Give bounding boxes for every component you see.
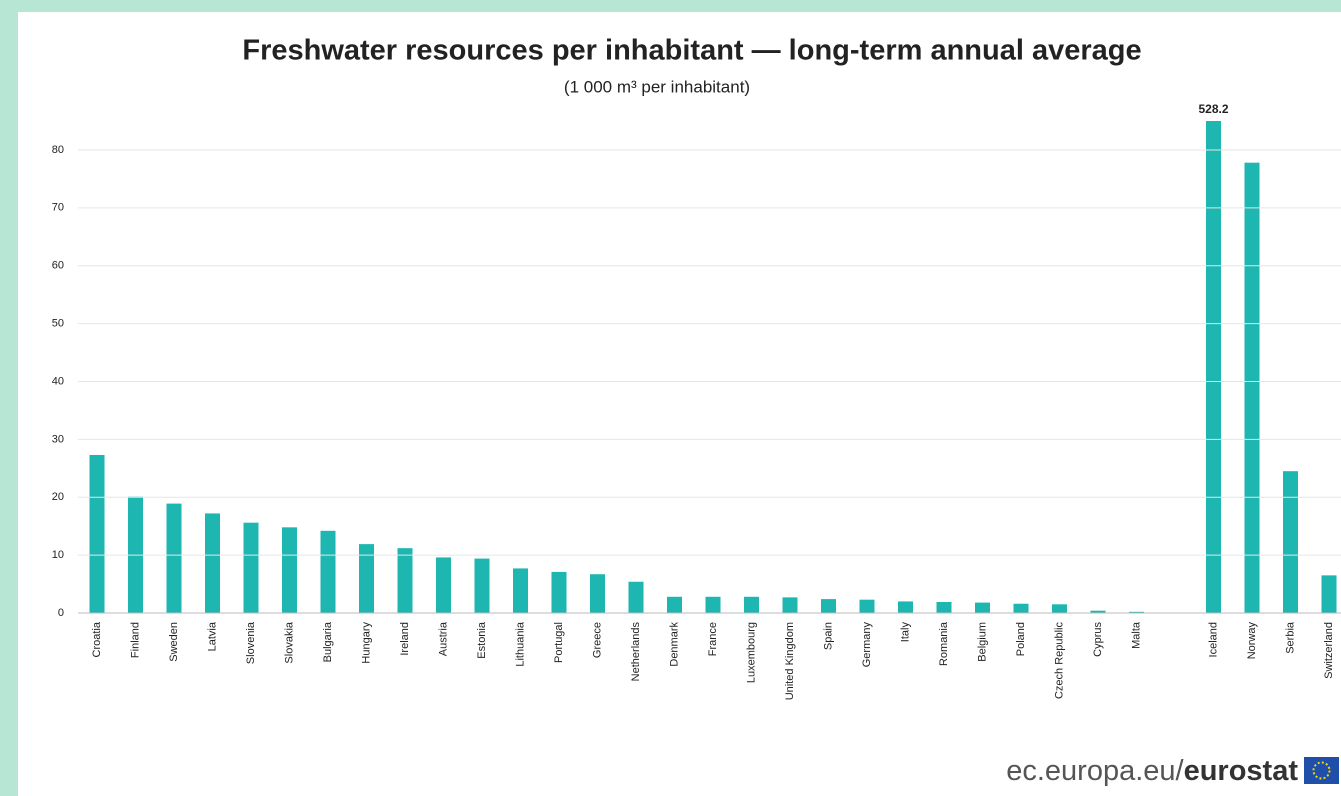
y-tick-label: 30 <box>52 433 64 445</box>
x-tick-label: Greece <box>591 622 603 658</box>
bar <box>859 599 875 613</box>
bar <box>205 513 220 613</box>
y-tick-label: 70 <box>52 202 64 214</box>
bar <box>705 596 721 613</box>
bar <box>551 571 567 613</box>
x-tick-label: Switzerland <box>1323 622 1335 679</box>
y-tick-label: 40 <box>52 375 64 387</box>
x-tick-label: Belgium <box>976 622 988 662</box>
bar <box>744 596 759 613</box>
bar <box>89 454 105 613</box>
x-tick-label: Latvia <box>206 621 218 651</box>
x-tick-label: United Kingdom <box>784 622 796 700</box>
x-tick-label: Austria <box>437 621 449 656</box>
x-tick-label: Netherlands <box>630 622 642 682</box>
bar <box>628 581 644 613</box>
x-tick-label: Cyprus <box>1092 622 1104 657</box>
bar <box>1283 471 1298 613</box>
panel <box>18 12 1341 796</box>
chart-title: Freshwater resources per inhabitant — lo… <box>242 35 1141 67</box>
x-tick-label: Malta <box>1130 621 1142 649</box>
x-tick-label: Slovakia <box>283 621 295 663</box>
footer: ec.europa.eu/eurostat <box>1006 755 1298 787</box>
chart-subtitle: (1 000 m³ per inhabitant) <box>564 77 750 96</box>
x-tick-label: Iceland <box>1207 622 1219 657</box>
x-tick-label: Germany <box>861 622 873 668</box>
footer-site: ec.europa.eu/ <box>1006 755 1184 787</box>
bar <box>898 601 913 613</box>
bar <box>359 544 374 613</box>
bar <box>166 503 182 613</box>
y-tick-label: 0 <box>58 607 64 619</box>
bar <box>667 596 682 613</box>
x-tick-label: Sweden <box>168 622 180 662</box>
x-tick-label: Ireland <box>399 622 411 656</box>
x-tick-label: Croatia <box>91 621 103 657</box>
bar <box>513 568 528 613</box>
bar <box>474 558 490 613</box>
y-tick-label: 60 <box>52 260 64 272</box>
y-tick-label: 50 <box>52 317 64 329</box>
bar <box>782 597 798 613</box>
x-tick-label: Lithuania <box>514 621 526 667</box>
bar <box>1321 575 1337 613</box>
x-tick-label: Portugal <box>553 622 565 663</box>
x-tick-label: Luxembourg <box>745 622 757 683</box>
x-tick-label: Slovenia <box>245 621 257 664</box>
x-tick-label: Finland <box>129 622 141 658</box>
x-tick-label: Bulgaria <box>322 621 334 662</box>
bar <box>936 602 952 613</box>
x-tick-label: Norway <box>1246 622 1258 660</box>
bar <box>243 522 259 613</box>
bar <box>1013 603 1029 613</box>
y-tick-label: 80 <box>52 144 64 156</box>
x-tick-label: Denmark <box>668 622 680 667</box>
plot-area <box>89 121 1337 613</box>
bar <box>1129 611 1144 613</box>
bar <box>1090 610 1106 613</box>
bar <box>821 599 836 613</box>
eu-flag <box>1304 757 1339 784</box>
x-tick-label: France <box>707 622 719 656</box>
data-label: 528.2 <box>1198 102 1228 116</box>
x-tick-label: Spain <box>822 622 834 650</box>
bar <box>975 602 990 613</box>
bar <box>436 557 451 613</box>
bar <box>1206 121 1221 613</box>
bar <box>1244 162 1260 613</box>
y-tick-label: 20 <box>52 491 64 503</box>
bar <box>282 527 297 613</box>
x-tick-label: Italy <box>899 622 911 643</box>
y-tick-label: 10 <box>52 549 64 561</box>
bar <box>590 574 605 613</box>
bar <box>320 530 336 613</box>
bar <box>397 548 413 613</box>
bar <box>1052 604 1067 613</box>
x-tick-label: Hungary <box>360 622 372 664</box>
x-tick-label: Poland <box>1015 622 1027 656</box>
x-tick-label: Serbia <box>1284 621 1296 654</box>
x-tick-label: Estonia <box>476 621 488 659</box>
x-tick-label: Czech Republic <box>1053 622 1065 700</box>
footer-brand: eurostat <box>1184 755 1299 787</box>
x-tick-label: Romania <box>938 621 950 666</box>
